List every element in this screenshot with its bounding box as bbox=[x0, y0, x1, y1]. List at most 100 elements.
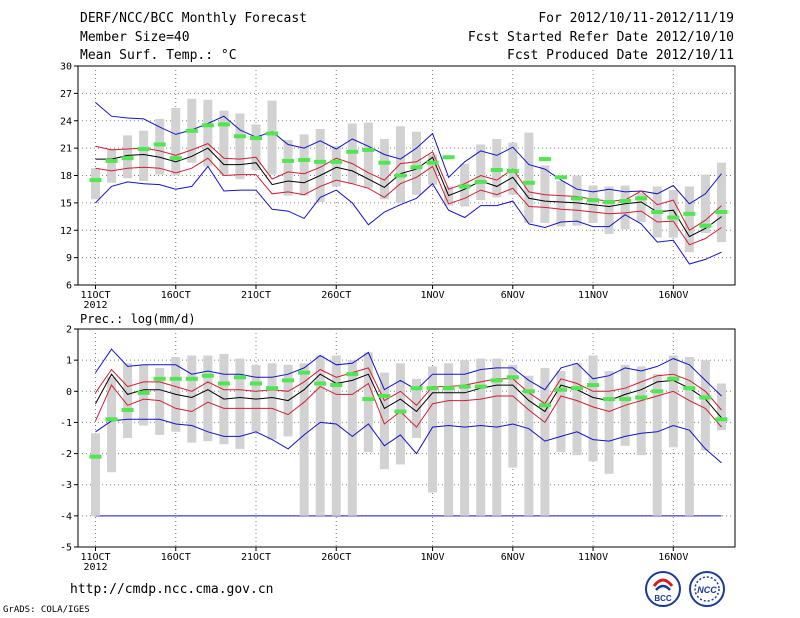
x-tick-label: 16OCT bbox=[161, 290, 191, 301]
climatology-mark bbox=[394, 173, 407, 178]
ensemble-box bbox=[299, 363, 309, 516]
climatology-mark bbox=[410, 386, 423, 391]
min-line bbox=[95, 418, 722, 464]
y-tick-label: 12 bbox=[60, 226, 72, 237]
climatology-mark bbox=[266, 386, 279, 391]
ensemble-box bbox=[107, 377, 117, 473]
climatology-mark bbox=[619, 397, 632, 402]
y-tick-label: 21 bbox=[60, 144, 72, 155]
ensemble-box bbox=[331, 146, 341, 187]
y-tick-label: 24 bbox=[60, 116, 72, 127]
ensemble-box bbox=[123, 363, 133, 438]
climatology-mark bbox=[282, 378, 295, 383]
climatology-mark bbox=[346, 372, 359, 377]
climatology-mark bbox=[490, 168, 503, 173]
y-tick-label: 9 bbox=[66, 253, 72, 264]
y-tick-label: -3 bbox=[60, 480, 72, 491]
ensemble-box bbox=[428, 154, 438, 185]
ensemble-box bbox=[267, 363, 277, 440]
climatology-mark bbox=[571, 196, 583, 201]
grads-credit: GrADS: COLA/IGES bbox=[3, 605, 90, 615]
climatology-mark bbox=[169, 376, 182, 381]
climatology-mark bbox=[426, 160, 439, 165]
climatology-mark bbox=[314, 159, 327, 164]
x-tick-label: 1NOV bbox=[421, 552, 445, 563]
chart-title: DERF/NCC/BCC Monthly Forecast bbox=[80, 11, 307, 26]
std-upper-line bbox=[95, 367, 722, 411]
ensemble-box bbox=[556, 180, 566, 227]
ensemble-box bbox=[716, 383, 726, 431]
climatology-mark bbox=[635, 395, 648, 400]
y-tick-label: 18 bbox=[60, 171, 72, 182]
fcst-started-label: Fcst Started Refer Date 2012/10/10 bbox=[467, 30, 734, 45]
ensemble-box bbox=[412, 378, 421, 438]
forecast-period-label: For 2012/10/11-2012/11/19 bbox=[538, 11, 734, 26]
climatology-mark bbox=[185, 376, 198, 381]
ensemble-box bbox=[251, 364, 261, 432]
ensemble-box bbox=[331, 355, 341, 516]
ensemble-box bbox=[267, 100, 277, 175]
source-url[interactable]: http://cmdp.ncc.cma.gov.cn bbox=[70, 582, 274, 597]
ensemble-box bbox=[155, 367, 165, 435]
x-tick-label: 26OCT bbox=[321, 552, 351, 563]
climatology-mark bbox=[266, 131, 279, 136]
climatology-mark bbox=[522, 389, 535, 394]
std-upper-line bbox=[95, 143, 722, 232]
climatology-mark bbox=[699, 395, 712, 400]
ensemble-box bbox=[428, 366, 438, 493]
x-tick-label: 1NOV bbox=[421, 290, 445, 301]
ensemble-box bbox=[315, 128, 325, 202]
ensemble-box bbox=[379, 139, 389, 200]
climatology-mark bbox=[715, 417, 728, 422]
climatology-mark bbox=[603, 397, 616, 402]
y-tick-label: 1 bbox=[66, 356, 72, 367]
climatology-mark bbox=[105, 158, 118, 163]
climatology-mark bbox=[571, 386, 583, 391]
ensemble-box bbox=[347, 360, 357, 516]
x-tick-label: 16NOV bbox=[658, 552, 688, 563]
ensemble-box bbox=[283, 139, 293, 196]
climatology-mark bbox=[699, 223, 712, 228]
climatology-mark bbox=[506, 168, 519, 173]
ensemble-box bbox=[700, 174, 710, 233]
precip-panel-title: Prec.: log(mm/d) bbox=[80, 312, 196, 326]
ensemble-box bbox=[139, 130, 149, 181]
ensemble-box bbox=[395, 363, 405, 465]
climatology-mark bbox=[378, 160, 391, 165]
ensemble-box bbox=[604, 371, 614, 474]
std-lower-line bbox=[95, 382, 722, 428]
x-tick-label: 11OCT bbox=[80, 290, 110, 301]
ensemble-box bbox=[684, 357, 694, 516]
climatology-mark bbox=[346, 149, 359, 154]
climatology-mark bbox=[619, 199, 632, 204]
climatology-mark bbox=[137, 390, 150, 395]
ensemble-box bbox=[251, 124, 261, 171]
climatology-mark bbox=[554, 387, 567, 392]
y-tick-label: 0 bbox=[66, 387, 72, 398]
climatology-mark bbox=[137, 147, 150, 152]
climatology-mark bbox=[217, 122, 230, 127]
ensemble-box bbox=[620, 185, 630, 230]
y-tick-label: 6 bbox=[66, 281, 72, 292]
climatology-mark bbox=[89, 178, 102, 183]
ensemble-box bbox=[508, 364, 518, 468]
y-tick-label: -2 bbox=[60, 449, 72, 460]
y-tick-label: 15 bbox=[60, 198, 72, 209]
climatology-mark bbox=[474, 384, 487, 389]
bcc-logo-text: BCC bbox=[654, 594, 672, 603]
climatology-mark bbox=[410, 165, 423, 170]
climatology-mark bbox=[538, 403, 551, 408]
y-tick-label: 2 bbox=[66, 325, 72, 336]
climatology-mark bbox=[153, 142, 166, 147]
y-tick-label: -4 bbox=[60, 511, 72, 522]
climatology-mark bbox=[683, 386, 696, 391]
ensemble-box bbox=[540, 367, 550, 516]
ensemble-box bbox=[652, 374, 662, 516]
ensemble-box bbox=[524, 132, 534, 223]
ensemble-box bbox=[315, 355, 325, 516]
ensemble-box bbox=[636, 366, 646, 456]
climatology-mark bbox=[233, 134, 246, 139]
climatology-mark bbox=[651, 389, 664, 394]
ensemble-box bbox=[684, 186, 694, 253]
